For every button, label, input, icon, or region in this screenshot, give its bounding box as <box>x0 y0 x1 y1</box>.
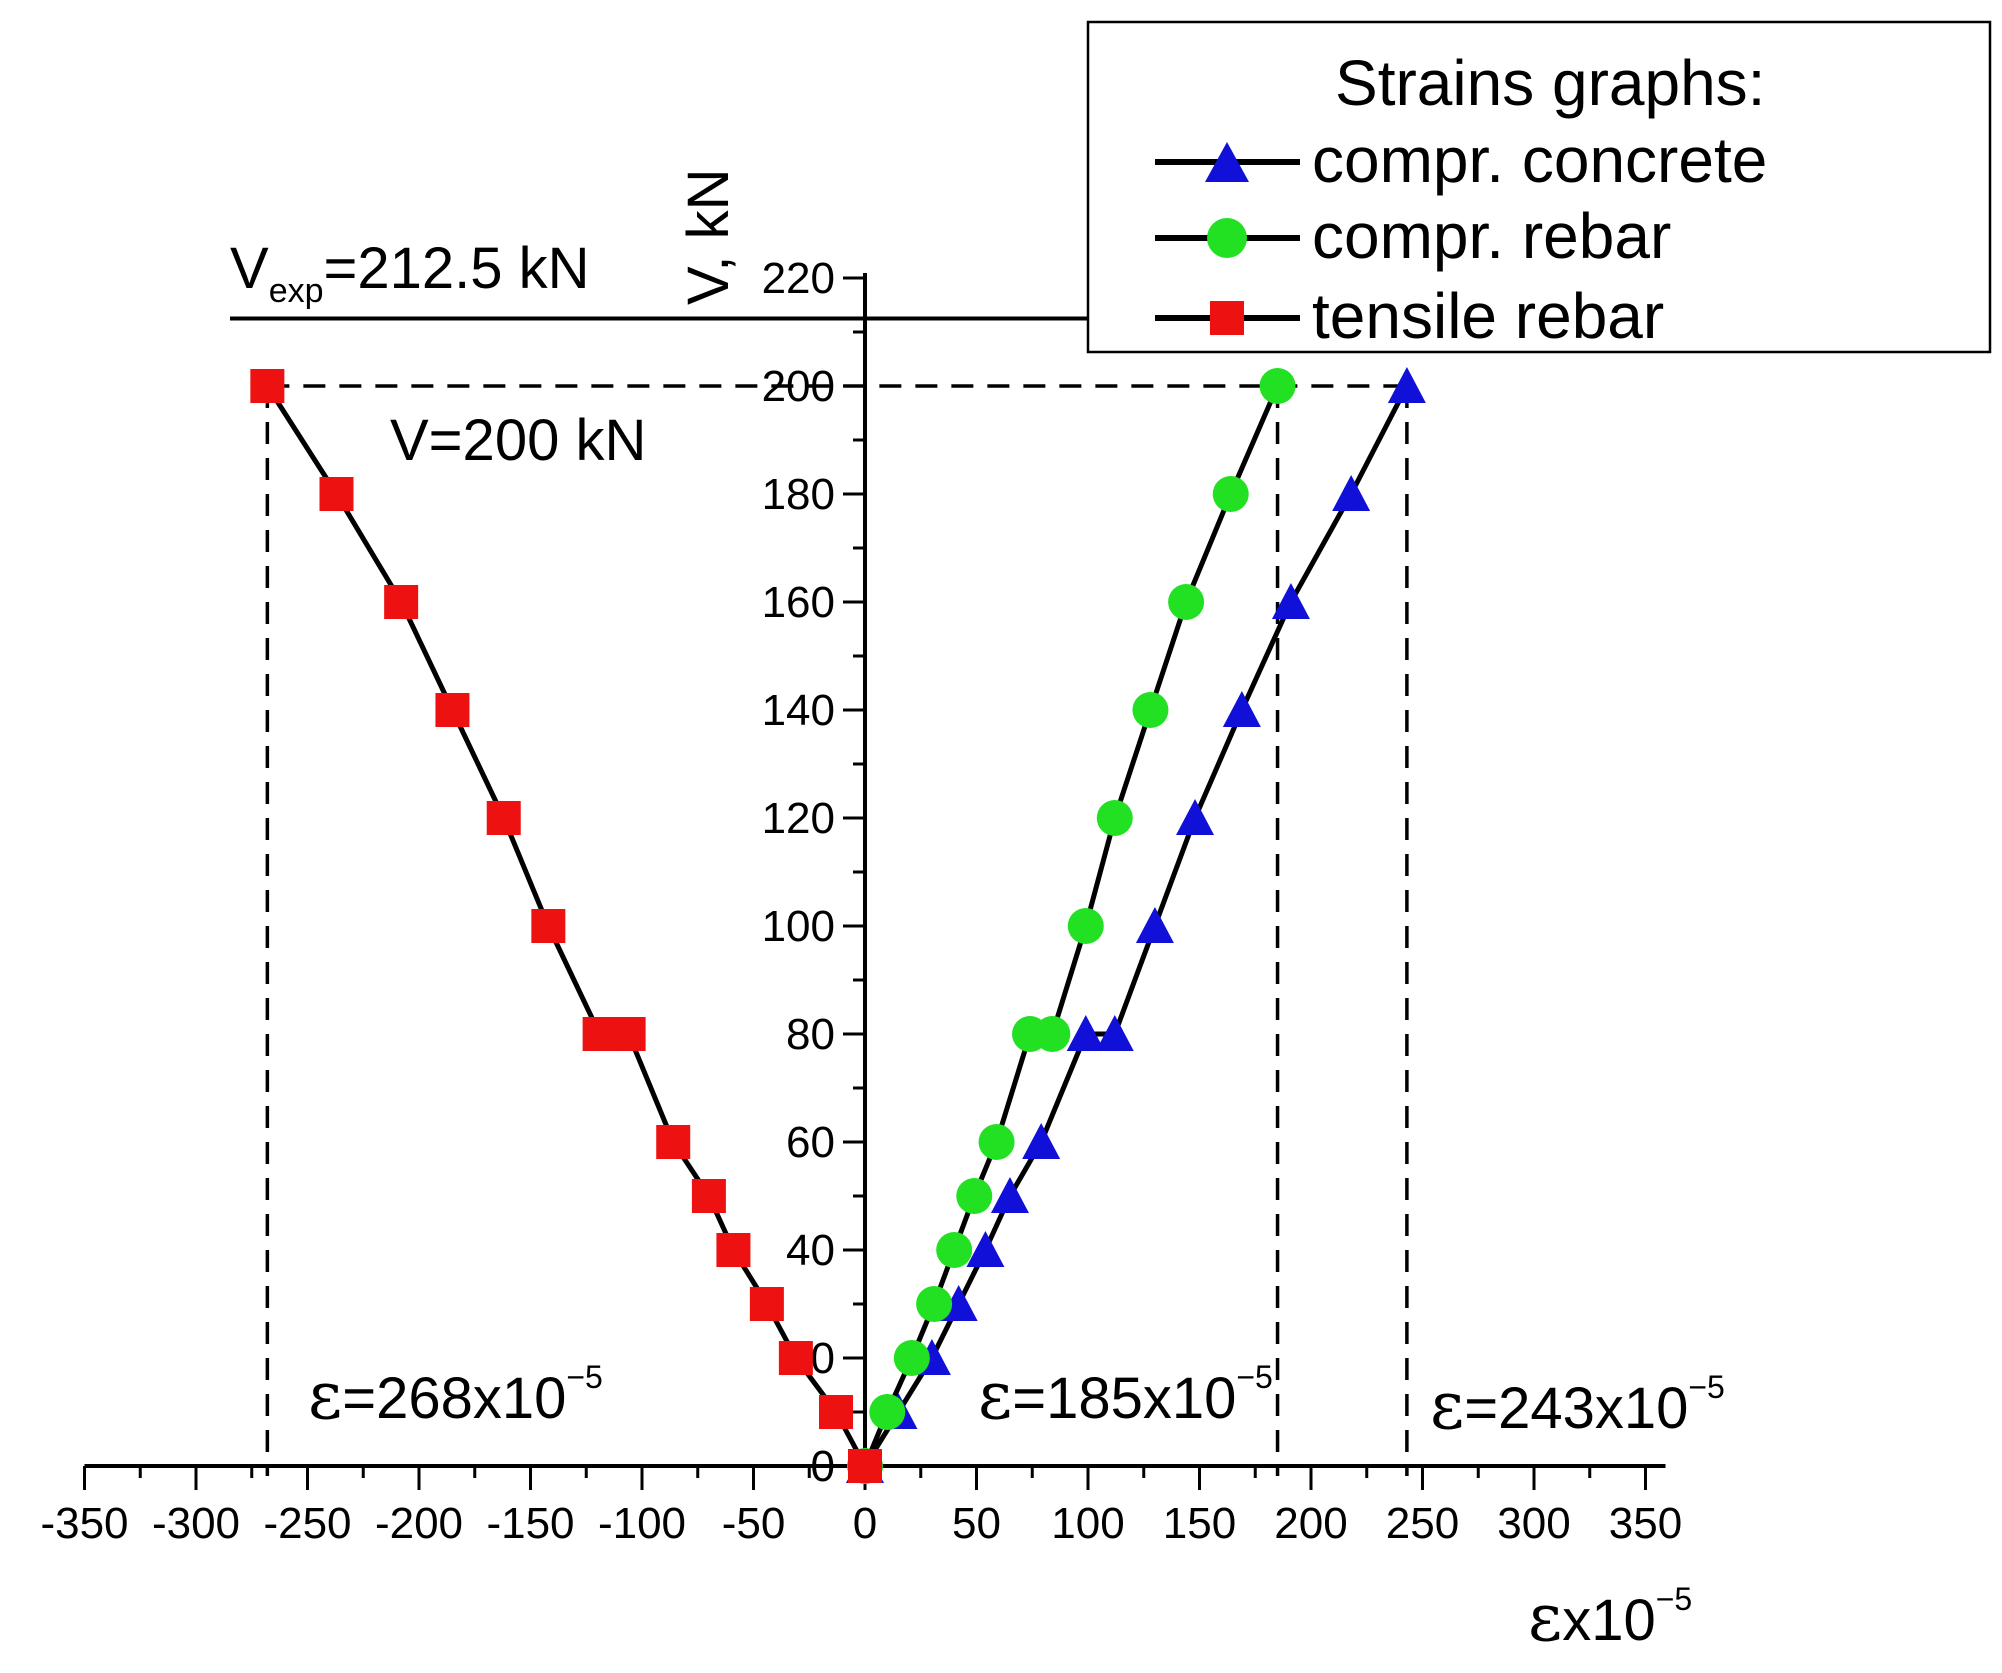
x-axis-title-sup: −5 <box>1656 1581 1692 1617</box>
data-point-tensile <box>691 1179 726 1213</box>
data-point-tensile <box>656 1125 691 1159</box>
data-point-rebar <box>956 1178 993 1214</box>
data-point-tensile <box>749 1287 784 1321</box>
data-point-rebar <box>1212 476 1249 512</box>
x-tick-label: -50 <box>722 1499 786 1548</box>
x-tick-label: 350 <box>1609 1499 1682 1548</box>
x-tick-label: -150 <box>486 1499 574 1548</box>
legend-label-concrete: compr. concrete <box>1312 124 1767 196</box>
data-point-concrete <box>1135 907 1174 943</box>
legend-marker-triangle <box>1205 142 1249 182</box>
x-tick-label: 50 <box>952 1499 1001 1548</box>
legend-entry-tensile: tensile rebar <box>1155 280 1664 352</box>
data-point-tensile <box>582 1017 617 1051</box>
data-point-concrete <box>966 1231 1005 1267</box>
x-tick-label: -250 <box>263 1499 351 1548</box>
data-point-tensile <box>250 369 285 403</box>
y-tick-label: 140 <box>762 686 835 735</box>
x-axis-title-main: x10 <box>1562 1588 1656 1653</box>
data-point-concrete <box>990 1177 1029 1213</box>
eps-concrete-sup: −5 <box>1688 1369 1724 1405</box>
y-axis-title: V, kN <box>676 169 741 305</box>
vexp-sub: exp <box>269 272 324 310</box>
data-point-concrete <box>1095 1015 1134 1051</box>
eps-concrete-main: =243x10 <box>1464 1376 1688 1441</box>
data-point-rebar <box>1096 800 1133 836</box>
data-point-concrete <box>1332 475 1371 511</box>
y-tick-label: 100 <box>762 902 835 951</box>
y-tick-label: 80 <box>786 1010 835 1059</box>
eps-tensile-annotation: ε=268x10−5 <box>308 1357 603 1434</box>
data-point-concrete <box>1222 691 1261 727</box>
legend-entry-concrete: compr. concrete <box>1155 124 1767 196</box>
legend-marker-circle <box>1207 218 1247 258</box>
eps-rebar-symbol: ε <box>978 1357 1012 1434</box>
x-tick-label: 100 <box>1051 1499 1124 1548</box>
data-point-rebar <box>1259 368 1296 404</box>
legend-title: Strains graphs: <box>1335 47 1765 119</box>
data-point-concrete <box>1271 583 1310 619</box>
legend-box <box>1086 20 1992 354</box>
data-point-rebar <box>978 1124 1015 1160</box>
y-tick-label: 60 <box>786 1118 835 1167</box>
x-tick-label: 0 <box>853 1499 877 1548</box>
eps-tensile-sup: −5 <box>566 1359 602 1395</box>
x-tick-label: 250 <box>1386 1499 1459 1548</box>
x-tick-label: 300 <box>1497 1499 1570 1548</box>
x-axis-title-epsilon: ε <box>1528 1579 1562 1656</box>
x-axis-title: εx10−5 <box>1528 1579 1692 1656</box>
eps-rebar-annotation: ε=185x10−5 <box>978 1357 1273 1434</box>
data-point-tensile <box>848 1449 882 1483</box>
x-tick-label: -350 <box>40 1499 128 1548</box>
vexp-main: V <box>230 236 269 301</box>
data-point-rebar <box>869 1394 906 1430</box>
x-tick-label: 200 <box>1274 1499 1347 1548</box>
data-point-tensile <box>819 1395 854 1429</box>
y-tick-label: 180 <box>762 470 835 519</box>
data-point-rebar <box>1168 584 1205 620</box>
v200-annotation: V=200 kN <box>390 408 646 473</box>
eps-concrete-symbol: ε <box>1430 1367 1464 1444</box>
data-point-concrete <box>1022 1123 1061 1159</box>
data-point-rebar <box>936 1232 973 1268</box>
data-point-concrete <box>1066 1015 1105 1051</box>
x-tick-label: 150 <box>1163 1499 1236 1548</box>
y-tick-label: 160 <box>762 578 835 627</box>
y-tick-label: 40 <box>786 1226 835 1275</box>
vexp-annotation: Vexp=212.5 kN <box>230 236 590 310</box>
data-point-rebar <box>1067 908 1104 944</box>
data-point-rebar <box>916 1286 953 1322</box>
legend-label-tensile: tensile rebar <box>1312 280 1664 352</box>
x-tick-label: -100 <box>598 1499 686 1548</box>
legend: Strains graphs: compr. concrete compr. r… <box>1086 20 1992 354</box>
x-tick-label: -300 <box>152 1499 240 1548</box>
data-point-rebar <box>1132 692 1169 728</box>
y-tick-label: 0 <box>811 1442 835 1491</box>
data-point-rebar <box>893 1340 930 1376</box>
data-point-tensile <box>384 585 419 619</box>
eps-rebar-main: =185x10 <box>1012 1366 1236 1431</box>
eps-concrete-annotation: ε=243x10−5 <box>1430 1367 1725 1444</box>
data-point-tensile <box>611 1017 646 1051</box>
x-tick-label: -200 <box>375 1499 463 1548</box>
data-point-rebar <box>1034 1016 1071 1052</box>
eps-rebar-sup: −5 <box>1236 1359 1272 1395</box>
eps-tensile-symbol: ε <box>308 1357 342 1434</box>
data-point-tensile <box>531 909 566 943</box>
data-point-tensile <box>778 1341 813 1375</box>
y-tick-label: 120 <box>762 794 835 843</box>
data-point-tensile <box>486 801 521 835</box>
legend-entry-rebar: compr. rebar <box>1155 200 1671 272</box>
data-point-concrete <box>1176 799 1215 835</box>
y-tick-label: 220 <box>762 254 835 303</box>
legend-label-rebar: compr. rebar <box>1312 200 1671 272</box>
data-point-tensile <box>435 693 470 727</box>
data-point-tensile <box>716 1233 751 1267</box>
data-point-concrete <box>1387 367 1426 403</box>
data-point-tensile <box>319 477 354 511</box>
eps-tensile-main: =268x10 <box>342 1366 566 1431</box>
vexp-rest: =212.5 kN <box>324 236 590 301</box>
legend-marker-square <box>1210 301 1244 335</box>
